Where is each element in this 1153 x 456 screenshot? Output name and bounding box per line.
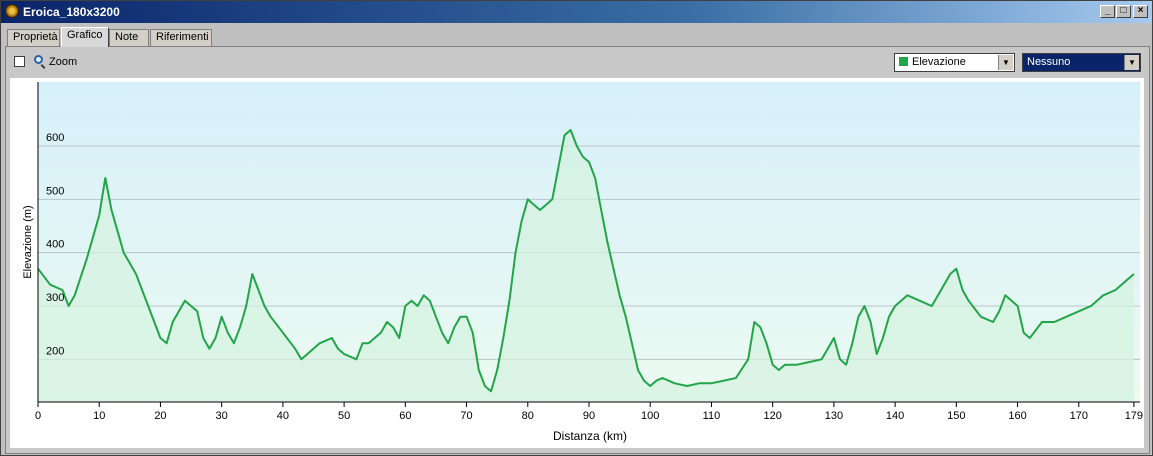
elevation-chart: 200 300 400 500 600 0 10 20 30 40 50 60 70 80 90 100 110… bbox=[22, 82, 1143, 443]
tab-grafico[interactable]: Grafico bbox=[61, 27, 109, 47]
x-tick-label: 130 bbox=[825, 410, 843, 422]
x-tick-label: 80 bbox=[522, 410, 534, 422]
x-tick-label: 0 bbox=[35, 410, 41, 422]
x-tick-label: 10 bbox=[93, 410, 105, 422]
x-tick-label: 90 bbox=[583, 410, 595, 422]
x-tick-label: 170 bbox=[1070, 410, 1088, 422]
x-tick-label: 50 bbox=[338, 410, 350, 422]
y-tick-label: 200 bbox=[46, 345, 64, 357]
overlay-select-value: Nessuno bbox=[1027, 56, 1071, 68]
y-tick-label: 600 bbox=[46, 132, 64, 144]
close-button[interactable]: × bbox=[1133, 5, 1148, 18]
y-tick-label: 400 bbox=[46, 239, 64, 251]
x-tick-label: 179 bbox=[1125, 410, 1143, 422]
elevation-line bbox=[37, 129, 1135, 393]
window-title: Eroica_180x3200 bbox=[23, 5, 120, 19]
y-tick-label: 500 bbox=[46, 185, 64, 197]
x-tick-label: 100 bbox=[641, 410, 659, 422]
tab-note[interactable]: Note bbox=[109, 29, 149, 46]
series-color-swatch bbox=[899, 57, 908, 66]
x-tick-label: 60 bbox=[399, 410, 411, 422]
chart-panel: Zoom Elevazione ▼ Nessuno ▼ bbox=[5, 46, 1150, 454]
magnifier-icon bbox=[34, 55, 43, 64]
series-select[interactable]: Elevazione ▼ bbox=[894, 53, 1015, 72]
minimize-button[interactable]: _ bbox=[1100, 5, 1115, 18]
zoom-checkbox[interactable] bbox=[14, 56, 25, 67]
elevation-area bbox=[38, 130, 1134, 402]
x-tick-label: 160 bbox=[1008, 410, 1026, 422]
chevron-down-icon[interactable]: ▼ bbox=[1124, 55, 1139, 70]
overlay-select[interactable]: Nessuno ▼ bbox=[1022, 53, 1141, 72]
series-select-value: Elevazione bbox=[912, 56, 966, 68]
tab-proprieta[interactable]: Proprietà bbox=[7, 29, 60, 46]
x-tick-label: 20 bbox=[154, 410, 166, 422]
x-tick-label: 140 bbox=[886, 410, 904, 422]
x-tick-label: 110 bbox=[703, 410, 721, 422]
app-icon bbox=[5, 4, 19, 18]
chevron-down-icon[interactable]: ▼ bbox=[998, 55, 1013, 70]
chart-area: 200 300 400 500 600 0 10 20 30 40 50 60 70 80 90 100 110… bbox=[10, 78, 1144, 448]
zoom-label: Zoom bbox=[49, 56, 78, 68]
x-tick-label: 40 bbox=[277, 410, 289, 422]
tab-riferimenti[interactable]: Riferimenti bbox=[150, 29, 212, 46]
x-tick-label: 30 bbox=[216, 410, 228, 422]
x-tick-label: 70 bbox=[460, 410, 472, 422]
x-tick-label: 120 bbox=[763, 410, 781, 422]
title-bar[interactable]: Eroica_180x3200 _ □ × bbox=[1, 1, 1152, 23]
y-tick-label: 300 bbox=[46, 292, 64, 304]
maximize-button[interactable]: □ bbox=[1116, 5, 1131, 18]
y-axis-label: Elevazione (m) bbox=[22, 205, 34, 278]
x-tick-label: 150 bbox=[947, 410, 965, 422]
x-axis-label: Distanza (km) bbox=[553, 429, 627, 443]
